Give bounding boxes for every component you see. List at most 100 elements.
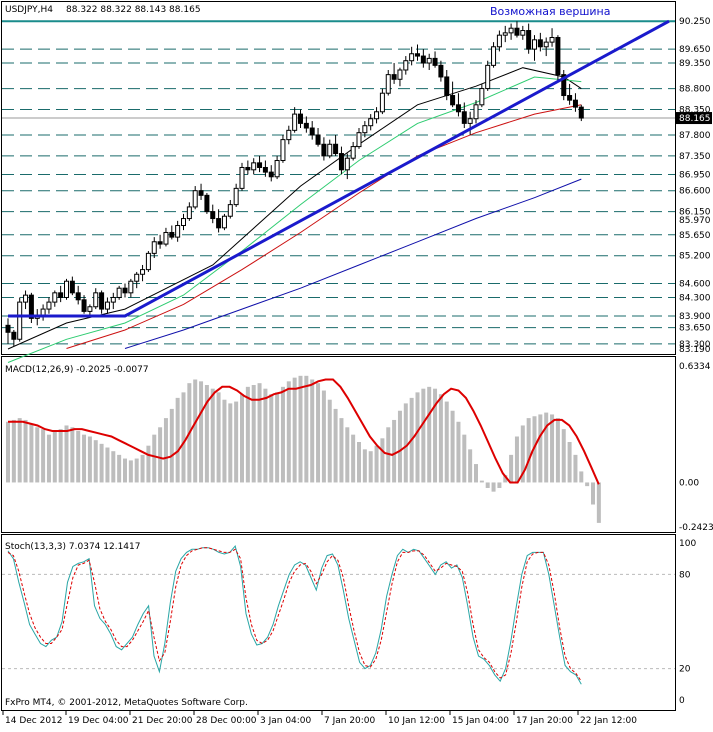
macd-histogram-bar: [415, 392, 420, 483]
macd-histogram-bar: [280, 386, 285, 483]
candle-body: [374, 111, 380, 120]
candle-body: [204, 194, 210, 213]
macd-histogram-bar: [491, 482, 496, 492]
time-tick-label: 21 Dec 20:00: [132, 716, 193, 726]
macd-histogram-bar: [240, 394, 244, 483]
price-tick-label: 83.900: [679, 312, 711, 322]
stoch-tick-label: 20: [679, 665, 691, 675]
candle-body: [561, 74, 567, 97]
price-tick-label: 84.300: [679, 293, 711, 303]
candle-body: [99, 292, 105, 310]
candle-body: [69, 280, 75, 294]
candle-body: [28, 294, 34, 319]
candle-body: [52, 292, 58, 303]
candle-body: [93, 292, 99, 308]
candle-body: [444, 76, 450, 97]
candle-body: [198, 190, 204, 196]
candle-body: [385, 74, 391, 94]
current-price-box: [676, 112, 712, 125]
macd-histogram-bar: [316, 383, 321, 483]
candles: [5, 21, 584, 347]
candle-body: [116, 287, 122, 298]
candle-body: [572, 99, 578, 108]
macd-histogram-bar: [175, 397, 180, 483]
stoch-tick-label: 0: [679, 696, 685, 706]
price-tick-label: 85.970: [679, 216, 711, 226]
price-tick-label: 85.650: [679, 231, 711, 241]
macd-histogram-bar: [485, 482, 490, 488]
ohlc-summary: 88.322 88.322 88.143 88.165: [66, 5, 201, 15]
candle-body: [526, 30, 532, 50]
macd-histogram-bar: [169, 408, 174, 483]
candle-body: [537, 39, 543, 48]
time-tick-label: 28 Dec 00:00: [196, 716, 257, 726]
macd-histogram-bar: [263, 388, 268, 483]
macd-histogram-bar: [199, 381, 204, 483]
macd-histogram-bar: [474, 464, 478, 483]
time-tick-label: 17 Jan 20:00: [516, 716, 573, 726]
candle-body: [239, 166, 245, 189]
macd-histogram-bar: [561, 429, 566, 483]
macd-histogram-bar: [362, 449, 367, 483]
candle-body: [379, 92, 385, 113]
candle-body: [221, 215, 227, 229]
macd-histogram-bar: [146, 445, 151, 483]
candle-body: [210, 211, 216, 220]
candle-body: [11, 331, 17, 340]
macd-histogram-bar: [351, 434, 356, 483]
candle-body: [309, 127, 315, 136]
macd-histogram-bar: [152, 434, 157, 483]
macd-histogram-bar: [526, 418, 531, 483]
candle-body: [303, 122, 309, 129]
macd-histogram-bar: [87, 436, 92, 483]
macd-histogram-bar: [339, 418, 344, 483]
price-axis-labels: 90.250 89.650 89.350 88.800 88.350 87.800 87.3…: [676, 17, 712, 355]
macd-histogram-bar: [567, 442, 572, 483]
time-tick-label: 7 Jan 20:00: [324, 716, 376, 726]
macd-histogram-bar: [345, 427, 350, 483]
candle-body: [549, 36, 555, 43]
price-panel-title: USDJPY,H4: [5, 5, 53, 15]
macd-histogram-bar: [76, 430, 81, 483]
possible-top-annotation: Возможная вершина: [490, 5, 611, 18]
candle-body: [140, 269, 146, 275]
macd-histogram-bar: [327, 399, 332, 483]
macd-histogram-bar: [123, 458, 127, 483]
time-tick-label: 14 Dec 2012: [5, 716, 63, 726]
candle-body: [362, 125, 368, 134]
price-tick-label: 89.350: [679, 59, 711, 69]
candle-body: [75, 292, 81, 301]
candle-body: [81, 299, 87, 312]
macd-histogram-bar: [275, 392, 280, 483]
macd-histogram-bar: [257, 383, 262, 483]
macd-histogram-bar: [23, 419, 28, 483]
macd-histogram-bar: [41, 429, 46, 483]
macd-histogram-bar: [234, 401, 239, 483]
macd-panel-frame: [1, 356, 676, 533]
macd-histogram-bar: [286, 381, 291, 483]
candle-body: [397, 69, 403, 80]
macd-histogram-bar: [210, 388, 215, 483]
candle-body: [257, 162, 263, 168]
macd-histogram-bar: [591, 482, 595, 505]
candle-body: [438, 64, 444, 78]
candle-body: [268, 171, 274, 178]
macd-histogram-bar: [222, 399, 227, 483]
candle-body: [145, 252, 151, 271]
candle-body: [321, 143, 327, 157]
stoch-title: Stoch(13,3,3) 7.0374 12.1417: [5, 542, 140, 552]
time-tick-label: 3 Jan 04:00: [260, 716, 312, 726]
macd-histogram-bar: [6, 421, 10, 483]
macd-histogram-bar: [544, 412, 549, 483]
candle-body: [5, 324, 11, 333]
price-tick-label: 89.650: [679, 45, 711, 55]
candle-body: [262, 166, 268, 173]
macd-histogram-bar: [70, 427, 75, 483]
macd-histogram-bar: [520, 425, 525, 483]
macd-histogram-bar: [17, 418, 22, 483]
candle-body: [104, 301, 110, 310]
macd-histogram-bar: [509, 454, 514, 483]
moving-average-line: [124, 178, 582, 349]
macd-histogram-bar: [298, 375, 303, 483]
candle-body: [46, 301, 52, 310]
